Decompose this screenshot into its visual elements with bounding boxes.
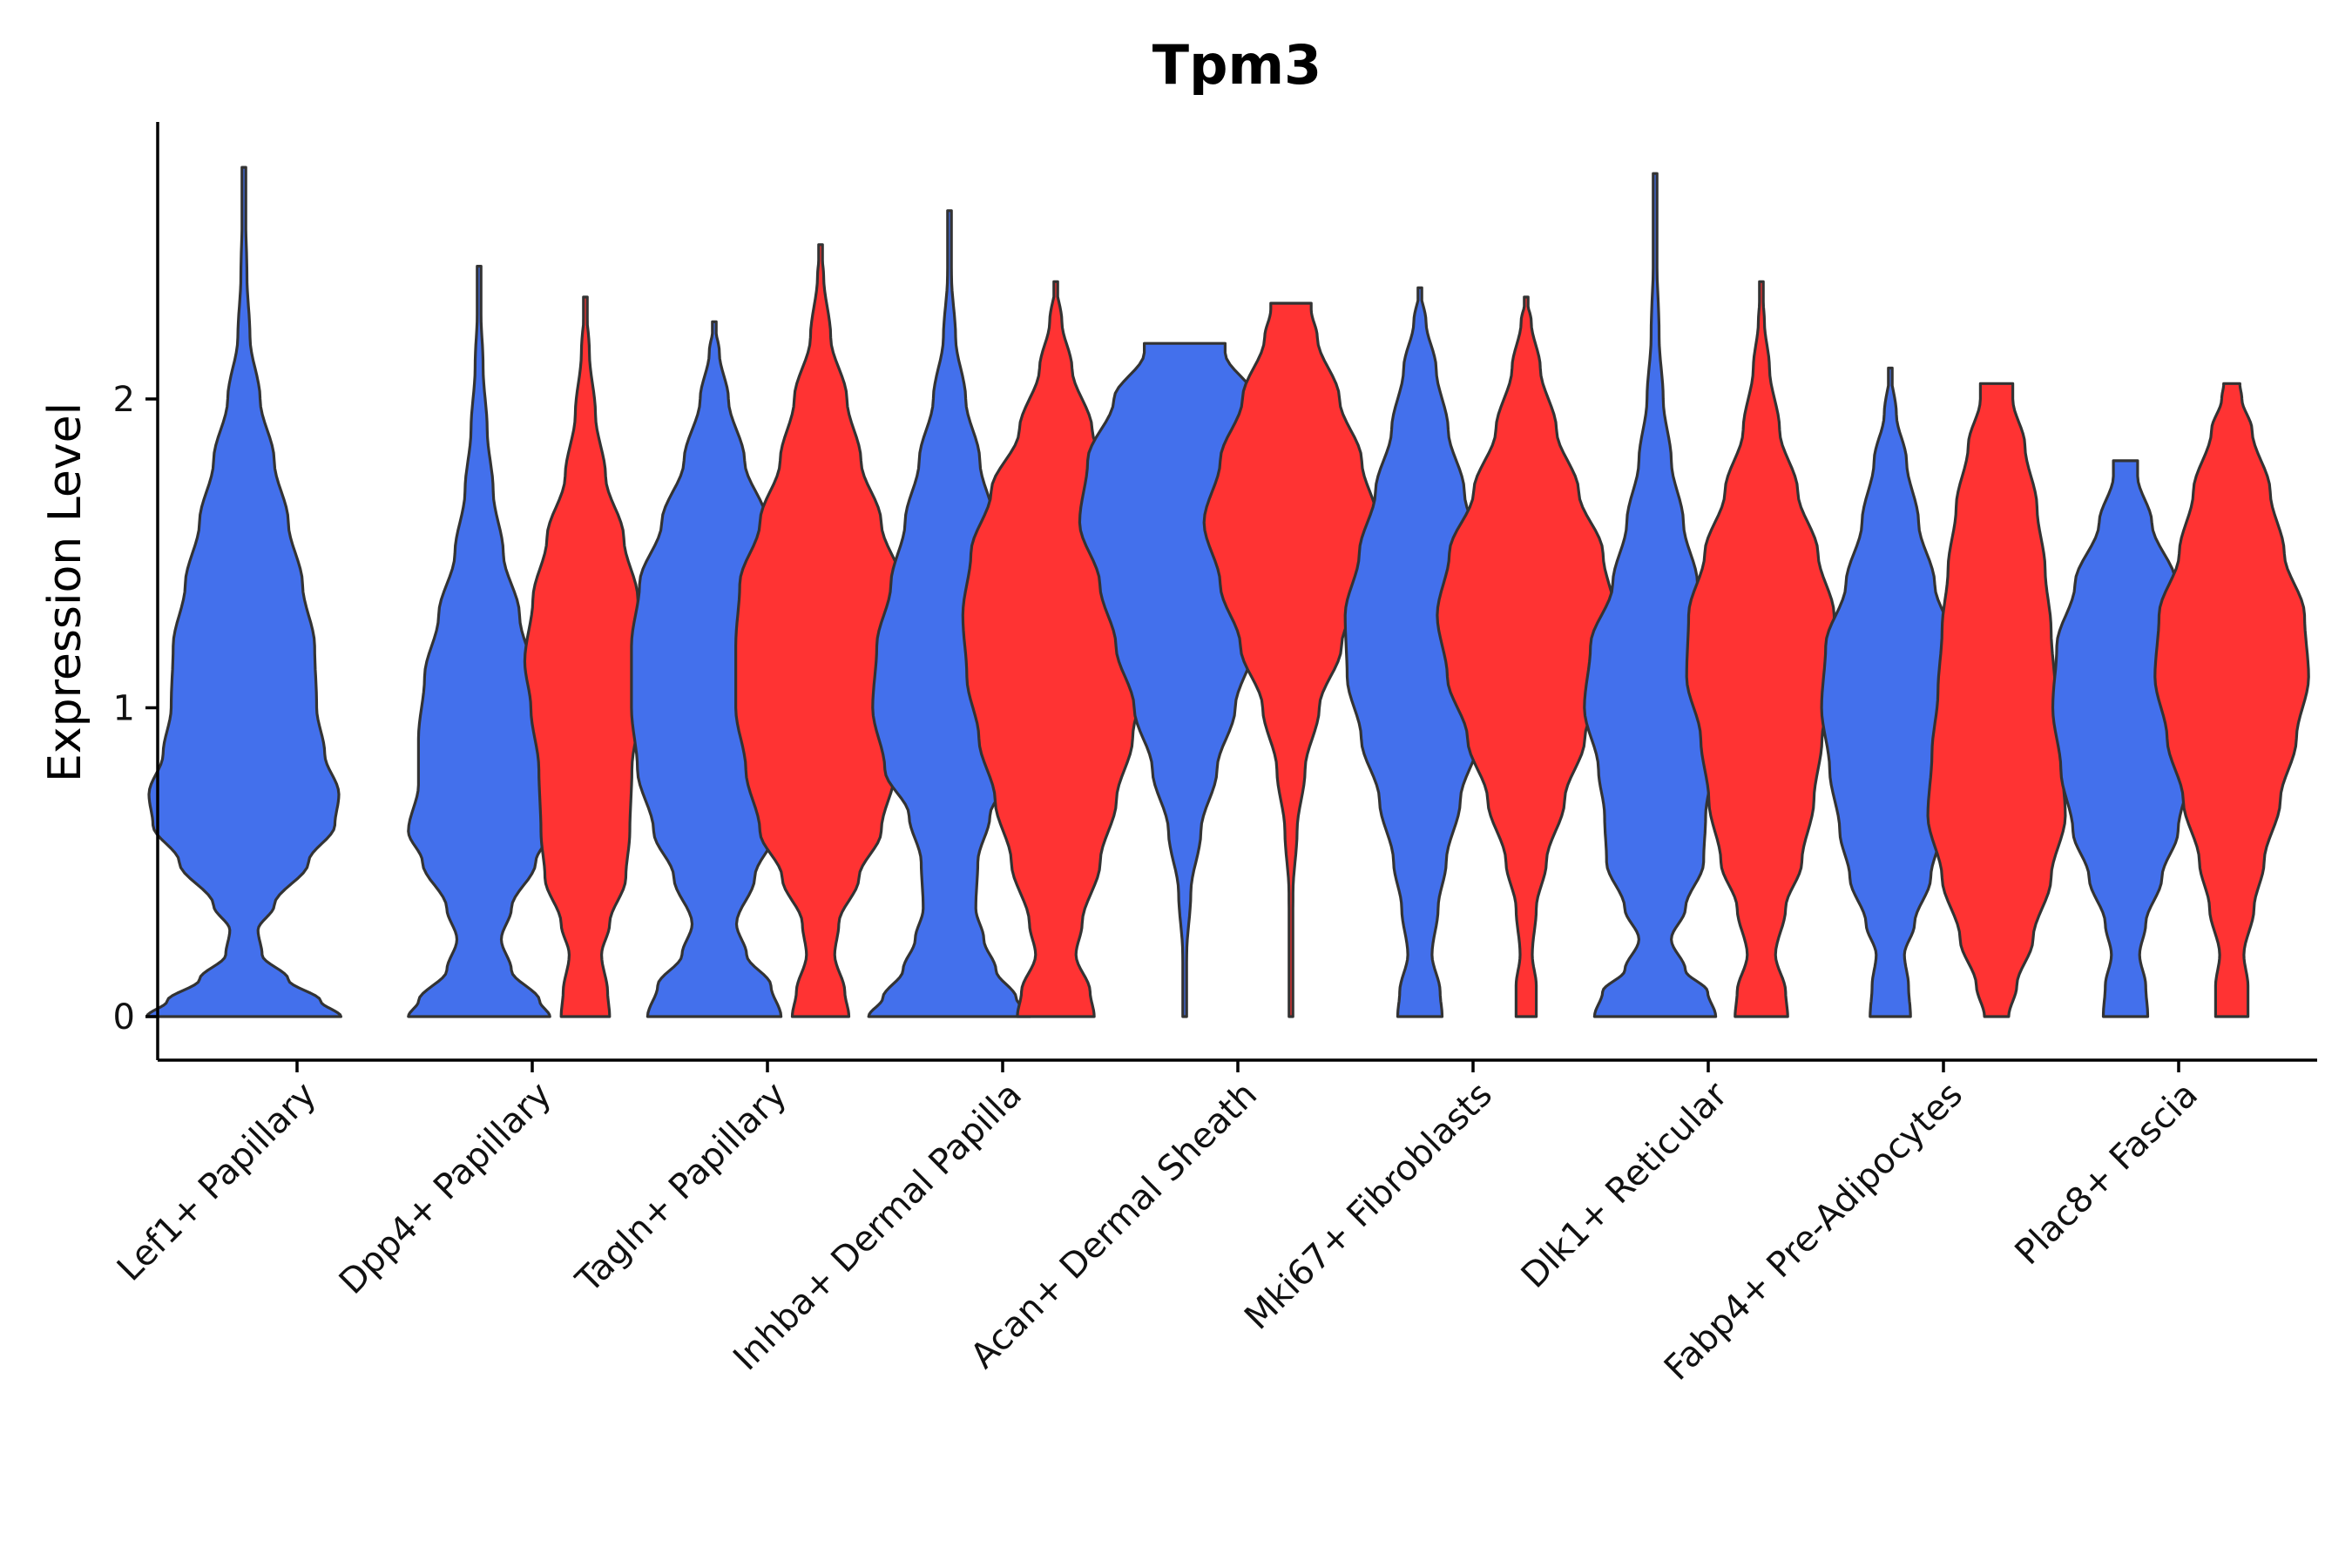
y-tick-label: 0 <box>113 997 135 1037</box>
y-ticks: 0 1 2 <box>113 380 158 1037</box>
x-tick-label: Lef1+ Papillary <box>110 1075 324 1289</box>
violin-blue-1 <box>407 265 551 1018</box>
violin-red-6 <box>1685 280 1838 1018</box>
violin-layer <box>145 166 2310 1018</box>
x-tick-label: Tagln+ Papillary <box>568 1075 794 1301</box>
y-tick-label: 1 <box>113 689 135 729</box>
violin-red-5 <box>1436 295 1617 1018</box>
y-axis-label: Expression Level <box>39 402 91 782</box>
violin-blue-6 <box>1583 172 1727 1018</box>
violin-red-1 <box>523 295 648 1018</box>
x-ticks: Lef1+ Papillary Dpp4+ Papillary Tagln+ Pap… <box>110 1060 2206 1389</box>
violin-red-4 <box>1202 301 1380 1018</box>
x-tick-label: Dlk1+ Reticular <box>1514 1074 1736 1296</box>
x-tick-label: Dpp4+ Papillary <box>332 1075 559 1302</box>
violin-red-2 <box>734 243 907 1018</box>
violin-red-8 <box>2153 382 2310 1018</box>
x-tick-label: Plac8+ Fascia <box>2008 1075 2207 1274</box>
violin-red-7 <box>1926 382 2067 1018</box>
violin-blue-3 <box>867 209 1032 1018</box>
x-tick-label: Mki67+ Fibroblasts <box>1237 1075 1500 1338</box>
chart-title: Tpm3 <box>1152 33 1321 97</box>
y-tick-label: 2 <box>113 380 135 420</box>
violin-blue-5 <box>1343 286 1497 1018</box>
violin-blue-7 <box>1820 366 1961 1018</box>
violin-blue-0 <box>145 166 342 1018</box>
